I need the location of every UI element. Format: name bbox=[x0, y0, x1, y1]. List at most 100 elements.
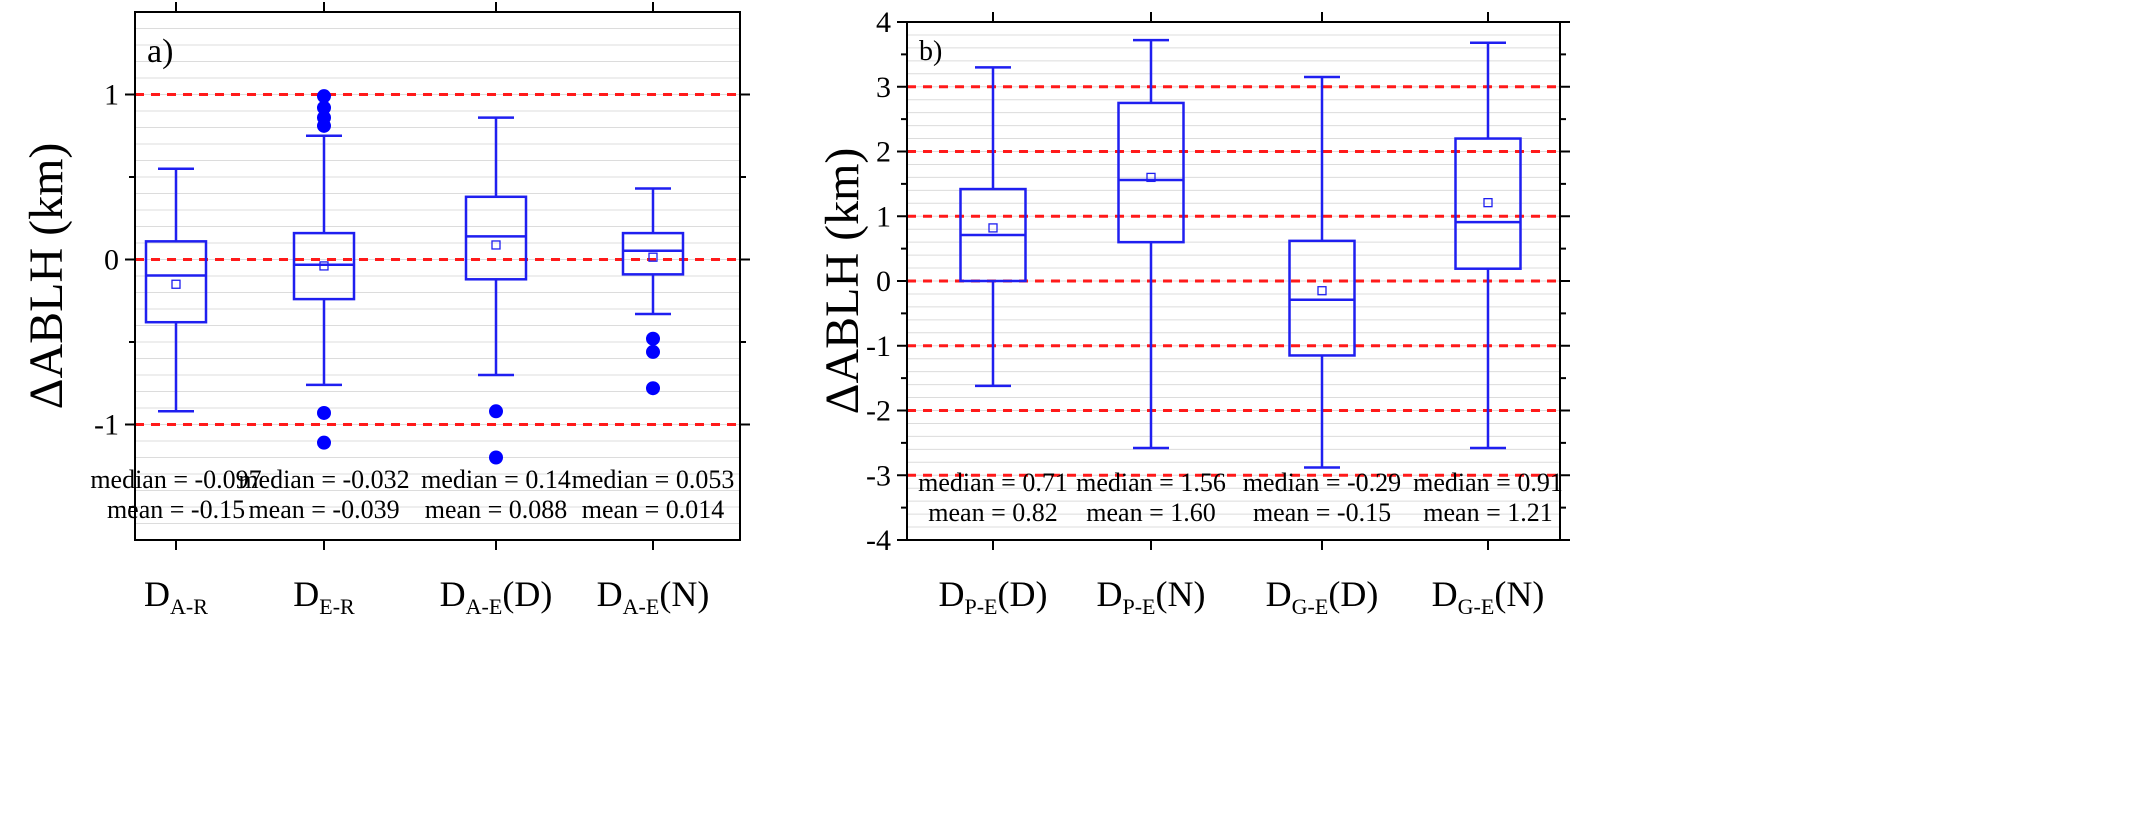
category-suffix: (N) bbox=[659, 574, 709, 614]
outlier-point bbox=[317, 435, 331, 450]
outlier-point bbox=[317, 89, 331, 104]
outlier-point bbox=[646, 344, 660, 359]
mean-stat-label: mean = 1.60 bbox=[1086, 498, 1215, 527]
mean-stat-label: mean = -0.15 bbox=[1253, 498, 1391, 527]
category-subscript: A-E bbox=[623, 594, 660, 619]
outlier-point bbox=[646, 381, 660, 396]
box-iqr bbox=[1288, 239, 1356, 357]
mean-marker bbox=[988, 223, 998, 233]
median-stat-label: median = -0.29 bbox=[1243, 468, 1401, 497]
box-iqr bbox=[621, 231, 685, 276]
mean-stat-label: mean = 1.21 bbox=[1423, 498, 1552, 527]
box-iqr bbox=[1454, 137, 1522, 270]
category-subscript: E-R bbox=[319, 594, 355, 619]
panel-label: b) bbox=[919, 36, 942, 67]
box-iqr bbox=[144, 240, 208, 324]
category-suffix: (D) bbox=[502, 574, 552, 614]
y-tick-label: -4 bbox=[866, 524, 891, 557]
category-subscript: A-E bbox=[466, 594, 503, 619]
mean-marker bbox=[1146, 172, 1156, 183]
y-tick-label: -3 bbox=[866, 459, 891, 492]
box-iqr bbox=[292, 231, 356, 301]
median-stat-label: median = 0.053 bbox=[572, 465, 735, 494]
median-stat-label: median = 0.71 bbox=[918, 468, 1068, 497]
plot-frame bbox=[134, 11, 741, 541]
mean-marker bbox=[491, 240, 501, 250]
box-iqr bbox=[464, 195, 528, 281]
box-group bbox=[292, 89, 356, 450]
category-suffix: (D) bbox=[1328, 574, 1378, 614]
mean-marker bbox=[1483, 198, 1493, 208]
category-suffix: (D) bbox=[998, 574, 1048, 614]
outlier-point bbox=[317, 100, 331, 115]
box-iqr bbox=[1117, 101, 1185, 244]
outlier-point bbox=[489, 450, 503, 465]
category-main: D bbox=[293, 574, 319, 614]
x-category-label: DP-E(D) bbox=[939, 574, 1048, 619]
category-subscript: G-E bbox=[1458, 594, 1495, 619]
x-category-label: DA-E(D) bbox=[440, 574, 553, 619]
category-main: D bbox=[1266, 574, 1292, 614]
mean-stat-label: mean = -0.15 bbox=[107, 495, 245, 524]
y-tick-label: -2 bbox=[866, 395, 891, 428]
y-tick-label: 2 bbox=[876, 136, 891, 169]
category-subscript: P-E bbox=[965, 594, 998, 619]
y-tick-label: 0 bbox=[104, 244, 119, 277]
category-subscript: P-E bbox=[1123, 594, 1156, 619]
y-tick-label: 3 bbox=[876, 71, 891, 104]
category-main: D bbox=[1097, 574, 1123, 614]
median-stat-label: median = 1.56 bbox=[1076, 468, 1226, 497]
box-group bbox=[1288, 75, 1356, 469]
minor-grid bbox=[907, 34, 1560, 528]
mean-stat-label: mean = -0.039 bbox=[248, 495, 399, 524]
median-stat-label: median = -0.032 bbox=[238, 465, 409, 494]
box-group bbox=[621, 187, 685, 396]
mean-marker bbox=[648, 252, 658, 262]
x-category-label: DP-E(N) bbox=[1097, 574, 1206, 619]
y-axis-label: ΔABLH (km) bbox=[816, 148, 869, 415]
box-group bbox=[1117, 38, 1185, 450]
x-category-label: DE-R bbox=[293, 574, 355, 619]
outlier-point bbox=[646, 331, 660, 346]
x-category-label: DG-E(D) bbox=[1266, 574, 1379, 619]
category-main: D bbox=[939, 574, 965, 614]
median-stat-label: median = -0.097 bbox=[90, 465, 261, 494]
category-suffix: (N) bbox=[1156, 574, 1206, 614]
x-category-label: DA-R bbox=[144, 574, 208, 619]
mean-marker bbox=[319, 261, 329, 271]
y-tick-label: -1 bbox=[94, 409, 119, 442]
category-main: D bbox=[597, 574, 623, 614]
mean-stat-label: mean = 0.088 bbox=[425, 495, 567, 524]
y-axis-label: ΔABLH (km) bbox=[20, 143, 73, 410]
box-group bbox=[464, 116, 528, 465]
outlier-point bbox=[317, 118, 331, 133]
category-subscript: A-R bbox=[170, 594, 208, 619]
category-suffix: (N) bbox=[1494, 574, 1544, 614]
median-stat-label: median = 0.91 bbox=[1413, 468, 1563, 497]
category-main: D bbox=[1432, 574, 1458, 614]
category-main: D bbox=[144, 574, 170, 614]
outlier-point bbox=[317, 405, 331, 420]
y-tick-label: 1 bbox=[876, 200, 891, 233]
x-category-label: DG-E(N) bbox=[1432, 574, 1545, 619]
x-category-label: DA-E(N) bbox=[597, 574, 710, 619]
category-subscript: G-E bbox=[1292, 594, 1329, 619]
mean-stat-label: mean = 0.82 bbox=[928, 498, 1057, 527]
y-tick-label: 0 bbox=[876, 265, 891, 298]
category-main: D bbox=[440, 574, 466, 614]
y-tick-label: -1 bbox=[866, 330, 891, 363]
y-tick-label: 1 bbox=[104, 79, 119, 112]
mean-marker bbox=[171, 279, 181, 289]
box-group bbox=[959, 66, 1027, 388]
panel-label: a) bbox=[147, 33, 173, 70]
mean-stat-label: mean = 0.014 bbox=[582, 495, 724, 524]
y-tick-label: 4 bbox=[876, 6, 891, 39]
median-stat-label: median = 0.14 bbox=[421, 465, 571, 494]
minor-grid bbox=[135, 28, 740, 524]
box-group bbox=[144, 167, 208, 413]
outlier-point bbox=[489, 404, 503, 419]
box-group bbox=[1454, 41, 1522, 450]
